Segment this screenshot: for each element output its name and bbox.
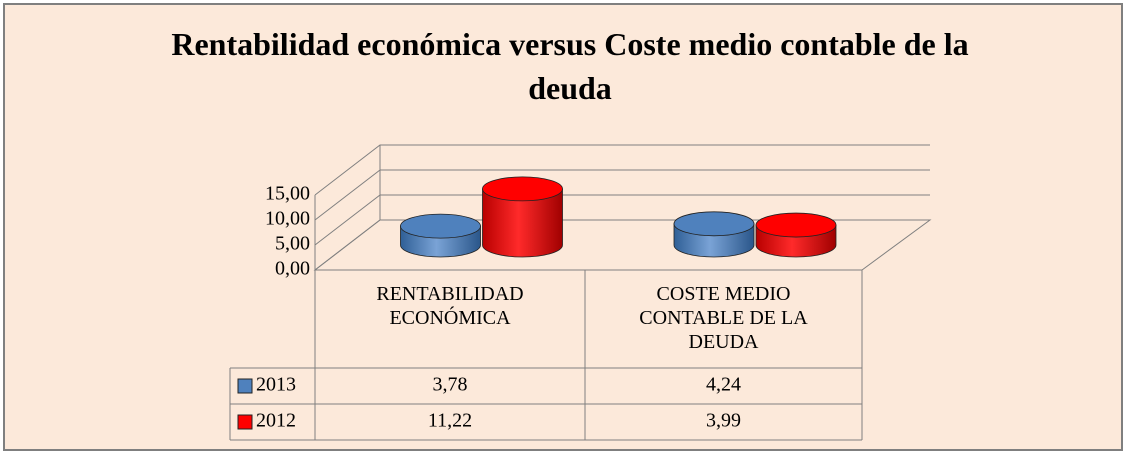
category-label: COSTE MEDIO CONTABLE DE LA DEUDA — [639, 283, 808, 353]
data-table — [229, 270, 863, 441]
cylinder-top — [673, 211, 755, 237]
category-label-box: COSTE MEDIO CONTABLE DE LA DEUDA — [639, 283, 808, 353]
plot: 0,00 5,00 10,00 15,00 — [265, 144, 930, 280]
legend-swatch — [237, 378, 253, 394]
value-label: 11,22 — [428, 410, 472, 432]
cylinder-top — [400, 213, 481, 239]
legend-swatch — [237, 414, 253, 430]
cylinder-top — [755, 212, 837, 238]
value-label: 3,99 — [706, 410, 741, 432]
legend-label: 2013 — [256, 374, 296, 396]
y-tick-label: 5,00 — [275, 233, 310, 255]
y-tick-label: 0,00 — [275, 258, 310, 280]
y-tick-label: 15,00 — [265, 183, 310, 205]
category-label-box: RENTABILIDAD ECONÓMICA — [376, 283, 524, 329]
value-label: 3,78 — [433, 374, 468, 396]
legend-label: 2012 — [256, 410, 296, 432]
cylinder-top — [482, 176, 563, 202]
chart-title: Rentabilidad económica versus Coste medi… — [171, 26, 969, 106]
cylinder-body — [482, 188, 563, 258]
title-box: Rentabilidad económica versus Coste medi… — [171, 26, 969, 106]
category-label: RENTABILIDAD ECONÓMICA — [376, 283, 524, 329]
chart-area — [3, 3, 1123, 451]
y-tick-label: 10,00 — [265, 208, 310, 230]
value-label: 4,24 — [706, 374, 741, 396]
